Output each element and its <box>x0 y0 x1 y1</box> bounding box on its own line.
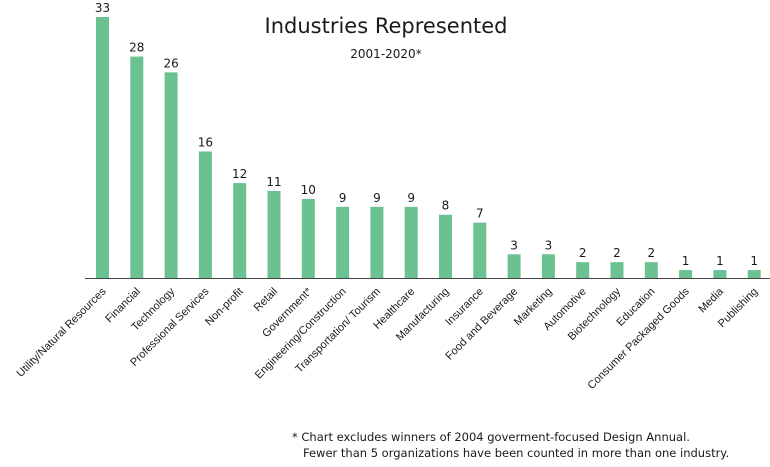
category-label-utility-natural-resources: Utility/Natural Resources <box>15 285 109 379</box>
footnote-line-2: Fewer than 5 organizations have been cou… <box>303 446 730 460</box>
value-label-utility-natural-resources: 33 <box>95 1 110 15</box>
bar-financial <box>130 56 144 278</box>
category-label-retail: Retail <box>252 286 280 314</box>
chart-title: Industries Represented <box>264 14 508 38</box>
bar-retail <box>267 191 281 278</box>
value-label-food-and-beverage: 3 <box>510 238 518 252</box>
value-label-insurance: 7 <box>476 207 484 221</box>
bar-government <box>301 198 315 278</box>
bar-manufacturing <box>439 214 452 278</box>
bar-publishing <box>747 270 761 278</box>
bar-healthcare <box>404 206 418 278</box>
value-label-manufacturing: 8 <box>442 199 450 213</box>
value-label-government: 10 <box>301 183 316 197</box>
bar-consumer-packaged-goods <box>679 270 693 278</box>
value-label-education: 2 <box>647 246 655 260</box>
bar-utility-natural-resources <box>96 17 109 278</box>
bar-professional-services <box>198 151 212 278</box>
value-label-technology: 26 <box>163 56 178 70</box>
value-label-retail: 11 <box>266 175 281 189</box>
value-label-transportation-tourism: 9 <box>373 191 381 205</box>
value-label-professional-services: 16 <box>198 135 213 149</box>
category-label-non-profit: Non-profit <box>203 286 246 329</box>
value-label-healthcare: 9 <box>407 191 415 205</box>
bar-insurance <box>473 222 487 278</box>
bar-engineering-construction <box>336 206 350 278</box>
value-label-publishing: 1 <box>750 254 758 268</box>
category-label-media: Media <box>696 285 726 315</box>
value-label-engineering-construction: 9 <box>339 191 347 205</box>
value-label-financial: 28 <box>129 41 144 55</box>
bar-food-and-beverage <box>507 254 521 278</box>
chart-subtitle: 2001-2020* <box>350 47 422 61</box>
value-label-consumer-packaged-goods: 1 <box>682 254 690 268</box>
bar-non-profit <box>233 183 247 278</box>
footnote: * Chart excludes winners of 2004 goverme… <box>292 429 729 461</box>
footnote-line-1: * Chart excludes winners of 2004 goverme… <box>292 430 690 444</box>
bar-marketing <box>541 254 555 278</box>
bar-transportation-tourism <box>370 206 384 278</box>
value-label-biotechnology: 2 <box>613 246 621 260</box>
bar-biotechnology <box>610 262 624 278</box>
bar-automotive <box>576 262 590 278</box>
bar-media <box>713 270 727 278</box>
bar-technology <box>164 72 178 278</box>
value-label-automotive: 2 <box>579 246 587 260</box>
value-label-non-profit: 12 <box>232 167 247 181</box>
bar-education <box>644 262 658 278</box>
value-label-media: 1 <box>716 254 724 268</box>
value-label-marketing: 3 <box>545 238 553 252</box>
